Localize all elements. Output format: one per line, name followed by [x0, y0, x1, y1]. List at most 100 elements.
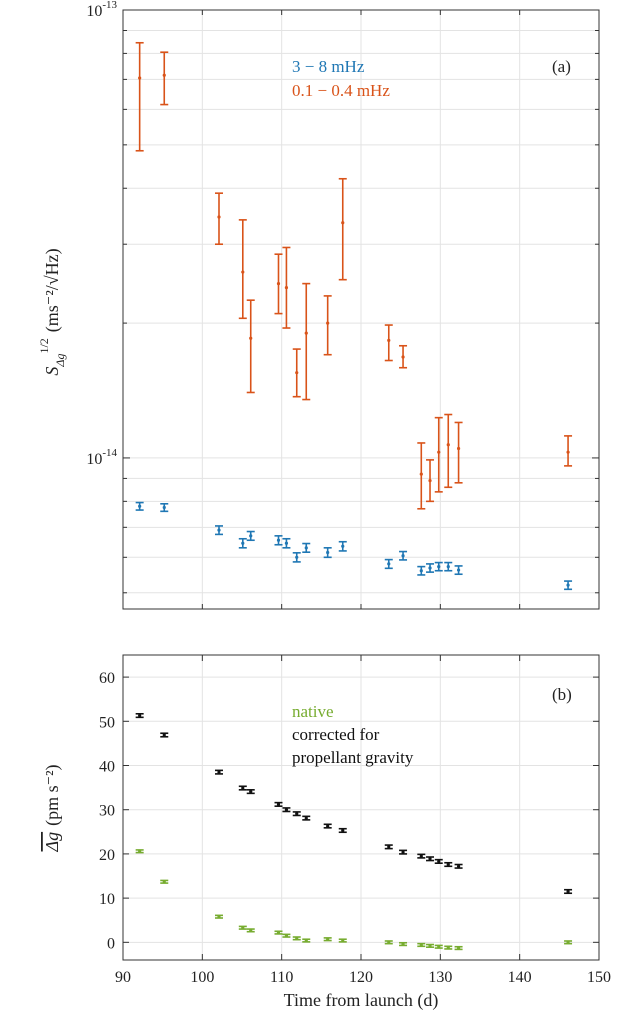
y-label-b-units: (pm s⁻²) — [42, 765, 63, 826]
y-label-a-sub: Δg — [53, 354, 67, 368]
data-point — [284, 808, 289, 812]
data-point — [217, 215, 221, 219]
x-tick-label-140: 140 — [508, 969, 532, 986]
y-tick-label-a-exp: -14 — [102, 447, 117, 459]
data-point — [276, 282, 281, 286]
legend-a-series-2: 0.1 − 0.4 mHz — [292, 81, 390, 100]
x-tick-label-150: 150 — [587, 969, 611, 986]
y-tick-label-b-30: 30 — [99, 803, 115, 820]
data-point — [138, 849, 142, 853]
panel-b: 0 10 20 30 40 50 60 90 100 110 120 130 140 150 (b) n… — [42, 654, 611, 1011]
y-tick-label-b-40: 40 — [99, 759, 115, 776]
x-tick-label-130: 130 — [428, 969, 452, 986]
data-point — [241, 270, 245, 274]
series-a-2 — [135, 41, 573, 510]
data-point — [162, 505, 166, 510]
data-point — [304, 331, 308, 335]
data-point — [249, 336, 253, 340]
data-point — [217, 528, 221, 532]
data-point — [446, 565, 450, 569]
data-point — [249, 534, 253, 538]
legend-b-series-2-line-2: propellant gravity — [292, 748, 414, 767]
panel-b-label: (b) — [552, 685, 572, 704]
panel-a-ticks — [123, 9, 599, 609]
data-point — [437, 945, 441, 949]
panel-b-ticks — [122, 655, 600, 960]
y-label-a-units: (ms⁻²/√Hz) — [42, 248, 63, 332]
data-point — [446, 862, 450, 867]
series-b-2 — [135, 712, 573, 895]
data-point — [437, 450, 441, 454]
data-point — [284, 541, 289, 545]
series-a-1 — [135, 501, 573, 591]
data-point — [387, 562, 391, 566]
series-b-1 — [135, 849, 573, 951]
panel-b-grid — [123, 655, 599, 960]
data-point — [341, 221, 345, 225]
data-point — [437, 565, 441, 569]
data-point — [566, 889, 570, 894]
panel-a-series — [135, 41, 573, 591]
data-point — [249, 928, 253, 932]
svg-text:SΔg1/2(ms⁻²/√Hz): SΔg1/2 (ms⁻²/√Hz) — [37, 248, 67, 375]
data-point — [249, 789, 253, 794]
data-point — [456, 446, 461, 451]
panel-b-x-tick-labels: 90 100 110 120 130 140 150 — [115, 969, 611, 986]
y-tick-label-b-0: 0 — [107, 935, 115, 952]
data-point — [284, 286, 289, 290]
data-point — [419, 569, 423, 573]
data-point — [401, 355, 405, 359]
data-point — [138, 504, 142, 508]
data-point — [295, 555, 299, 559]
y-tick-label-a: 10-13 — [86, 0, 117, 20]
legend-b-series-1: native — [292, 702, 334, 721]
data-point — [387, 338, 391, 342]
data-point — [295, 812, 299, 816]
data-point — [341, 828, 345, 833]
data-point — [295, 371, 299, 375]
panel-a-y-axis-label: SΔg1/2 (ms⁻²/√Hz) — [37, 248, 67, 375]
y-tick-label-b-10: 10 — [99, 891, 115, 908]
data-point — [387, 940, 391, 944]
data-point — [276, 930, 281, 935]
data-point — [304, 938, 308, 943]
data-point — [138, 76, 142, 80]
data-point — [419, 854, 423, 858]
panel-a-grid — [123, 9, 599, 609]
legend-b-series-2-line-1: corrected for — [292, 725, 380, 744]
data-point — [241, 541, 245, 545]
data-point — [276, 802, 281, 807]
data-point — [428, 479, 432, 483]
data-point — [387, 845, 391, 849]
y-label-b-main: Δg — [42, 832, 62, 853]
y-tick-label-b-50: 50 — [99, 714, 115, 731]
data-point — [566, 450, 570, 454]
data-point — [241, 926, 245, 930]
svg-text:Δg(pm s⁻²): Δg (pm s⁻²) — [42, 765, 63, 853]
data-point — [217, 770, 221, 774]
y-tick-label-b-20: 20 — [99, 847, 115, 864]
data-point — [326, 550, 330, 555]
data-point — [428, 944, 432, 948]
panel-b-series — [135, 712, 573, 951]
panel-b-y-tick-labels: 0 10 20 30 40 50 60 — [99, 670, 115, 952]
data-point — [326, 321, 330, 325]
x-tick-label-90: 90 — [115, 969, 131, 986]
panel-a-label: (a) — [552, 57, 571, 76]
data-point — [162, 73, 166, 77]
y-tick-label-a-exp: -13 — [102, 0, 117, 11]
x-tick-label-120: 120 — [349, 969, 373, 986]
data-point — [456, 946, 461, 950]
data-point — [566, 940, 570, 944]
legend-a-series-1: 3 − 8 mHz — [292, 57, 365, 76]
data-point — [456, 864, 461, 868]
panel-b-y-axis-label: Δg (pm s⁻²) — [42, 765, 63, 853]
data-point — [437, 859, 441, 864]
data-point — [419, 472, 423, 476]
data-point — [284, 934, 289, 938]
data-point — [241, 786, 245, 790]
data-point — [401, 942, 405, 946]
